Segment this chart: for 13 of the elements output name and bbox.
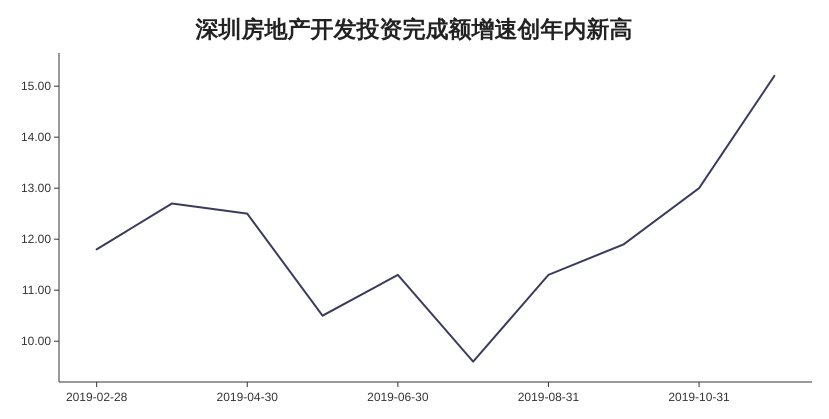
y-tick-label: 10.00: [20, 334, 52, 348]
line-series: [96, 74, 776, 363]
x-tick-label: 2019-02-28: [66, 390, 128, 404]
x-tick-label: 2019-10-31: [668, 390, 730, 404]
x-tick-label: 2019-04-30: [216, 390, 278, 404]
y-tick-label: 13.00: [20, 181, 52, 196]
y-tick-label: 14.00: [20, 130, 52, 144]
y-tick-label: 15.00: [20, 79, 52, 94]
y-tick-label: 11.00: [22, 283, 52, 298]
x-tick-label: 2019-08-31: [518, 390, 580, 404]
chart-title: 深圳房地产开发投资完成额增速创年内新高: [194, 16, 632, 42]
x-tick-label: 2019-06-30: [367, 390, 429, 404]
y-tick-label: 12.00: [20, 232, 52, 246]
